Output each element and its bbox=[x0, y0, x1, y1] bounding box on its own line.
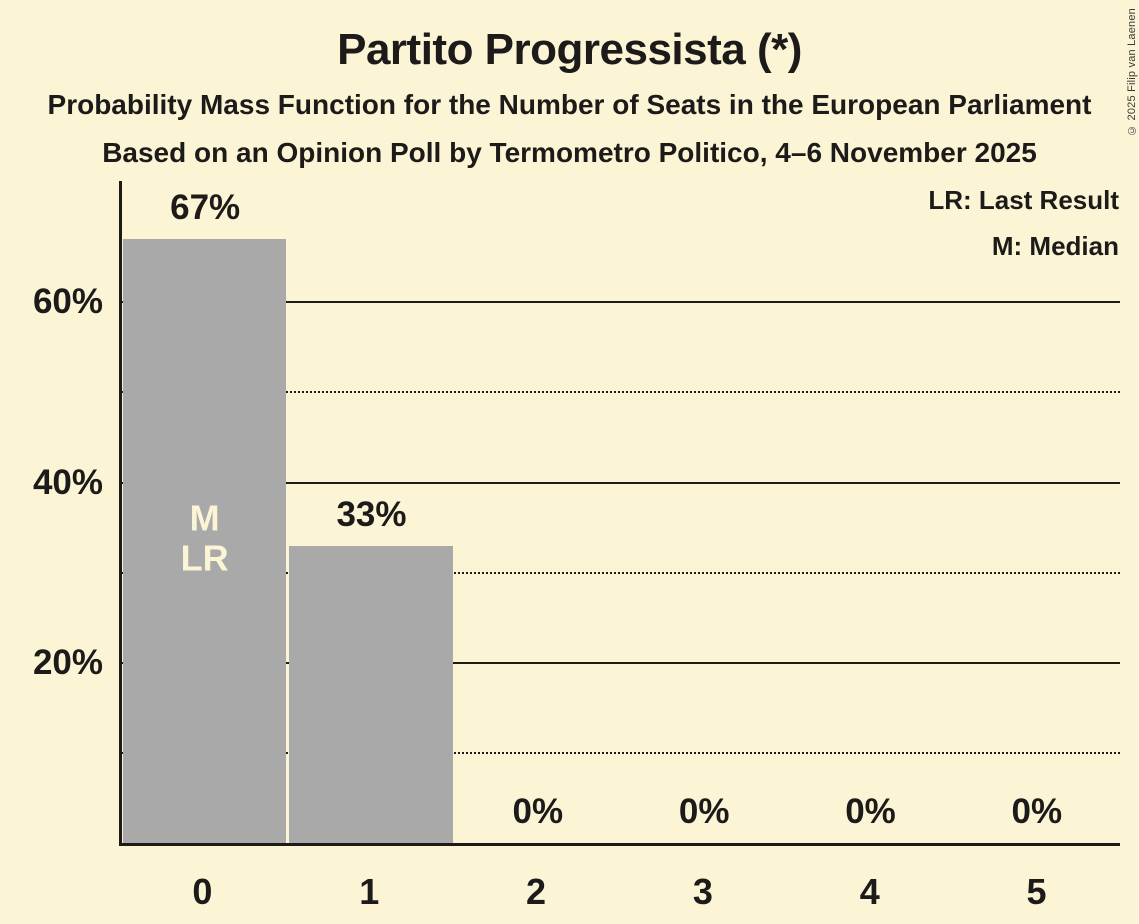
chart-legend: LR: Last Result M: Median bbox=[928, 184, 1119, 262]
bar-1 bbox=[289, 545, 453, 843]
value-label-3: 0% bbox=[678, 792, 730, 831]
y-tick-label-20: 20% bbox=[32, 642, 103, 682]
y-tick-label-40: 40% bbox=[32, 462, 103, 502]
value-label-0: 67% bbox=[170, 188, 241, 228]
x-tick-label-3: 3 bbox=[692, 871, 713, 912]
page-title: Partito Progressista (*) bbox=[337, 25, 802, 74]
gridline-40pct bbox=[122, 481, 1120, 484]
column-0: M LR 67% bbox=[122, 181, 288, 843]
gridline-50pct bbox=[122, 391, 1120, 394]
x-tick-label-0: 0 bbox=[192, 871, 213, 912]
y-tick-label-60: 60% bbox=[32, 282, 103, 322]
column-5: 0% bbox=[954, 181, 1120, 843]
value-label-4: 0% bbox=[845, 792, 896, 831]
bar-annotation-line: LR bbox=[180, 537, 229, 579]
x-tick-label-2: 2 bbox=[526, 871, 547, 912]
plot-area: 20% 40% 60% M LR 67% 33% 0% 0% 0% 0% bbox=[33, 181, 1120, 846]
x-tick-label-1: 1 bbox=[359, 871, 380, 912]
bar-0: M LR bbox=[123, 239, 287, 843]
bar-annotation-line: M bbox=[189, 497, 220, 539]
bar-annotation-0: M LR bbox=[123, 497, 286, 579]
legend-median: M: Median bbox=[991, 231, 1119, 261]
legend-last-result: LR: Last Result bbox=[928, 185, 1119, 215]
column-1: 33% bbox=[288, 181, 454, 843]
x-axis-labels: 0 1 2 3 4 5 bbox=[119, 871, 1120, 917]
copyright-note: © 2025 Filip van Laenen bbox=[1126, 8, 1138, 136]
value-label-5: 0% bbox=[1011, 792, 1063, 831]
gridline-10pct bbox=[122, 751, 1120, 754]
column-3: 0% bbox=[621, 181, 787, 843]
x-tick-label-4: 4 bbox=[859, 871, 880, 912]
gridline-20pct bbox=[122, 661, 1120, 664]
gridline-30pct bbox=[122, 571, 1120, 574]
column-2: 0% bbox=[455, 181, 621, 843]
gridline-60pct bbox=[122, 301, 1120, 304]
chart-subtitle: Probability Mass Function for the Number… bbox=[47, 89, 1092, 120]
value-label-1: 33% bbox=[336, 494, 407, 534]
value-label-2: 0% bbox=[512, 792, 564, 831]
x-tick-label-5: 5 bbox=[1026, 871, 1047, 912]
chart-source-line: Based on an Opinion Poll by Termometro P… bbox=[102, 137, 1037, 168]
column-4: 0% bbox=[787, 181, 953, 843]
